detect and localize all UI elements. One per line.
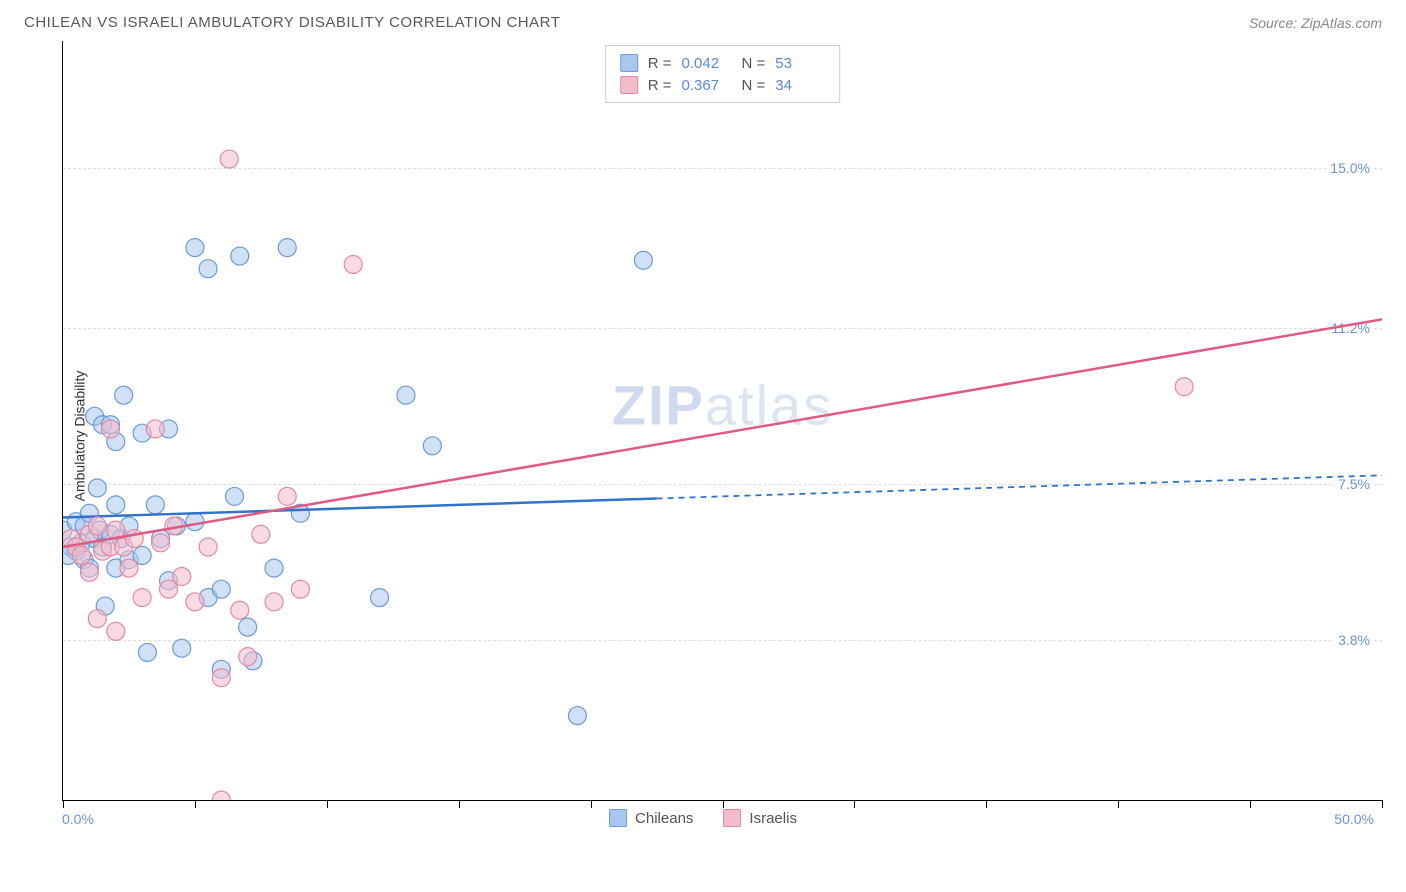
data-point-israelis <box>125 530 143 548</box>
legend-item-chileans: Chileans <box>609 809 693 827</box>
n-label: N = <box>742 77 766 94</box>
data-point-israelis <box>80 563 98 581</box>
x-tick <box>591 800 592 808</box>
n-value: 53 <box>775 55 825 72</box>
trendline-dashed-chileans <box>657 475 1382 498</box>
series-legend: Chileans Israelis <box>609 809 797 827</box>
chart-container: Ambulatory Disability ZIPatlas R =0.042N… <box>24 41 1382 831</box>
x-tick <box>1250 800 1251 808</box>
data-point-israelis <box>146 420 164 438</box>
x-tick <box>459 800 460 808</box>
x-tick <box>63 800 64 808</box>
data-point-chileans <box>568 707 586 725</box>
data-point-chileans <box>231 247 249 265</box>
data-point-chileans <box>239 618 257 636</box>
data-point-israelis <box>220 150 238 168</box>
data-point-chileans <box>107 496 125 514</box>
data-point-chileans <box>173 639 191 657</box>
data-point-israelis <box>231 601 249 619</box>
source-attribution: Source: ZipAtlas.com <box>1249 15 1382 31</box>
r-label: R = <box>648 55 672 72</box>
data-point-israelis <box>107 622 125 640</box>
data-point-israelis <box>173 568 191 586</box>
x-tick <box>327 800 328 808</box>
data-point-israelis <box>212 669 230 687</box>
data-point-chileans <box>212 580 230 598</box>
data-point-israelis <box>212 791 230 800</box>
plot-area: ZIPatlas R =0.042N =53R =0.367N =34 3.8%… <box>62 41 1382 801</box>
x-tick <box>195 800 196 808</box>
data-point-israelis <box>186 593 204 611</box>
x-tick <box>986 800 987 808</box>
r-label: R = <box>648 77 672 94</box>
data-point-chileans <box>88 479 106 497</box>
correlation-legend: R = 0.042 N = 53 R = 0.367 N = 34 <box>605 45 841 103</box>
n-label: N = <box>742 55 766 72</box>
r-value: 0.367 <box>682 77 732 94</box>
data-point-chileans <box>397 386 415 404</box>
r-value: 0.042 <box>682 55 732 72</box>
data-point-chileans <box>423 437 441 455</box>
data-point-israelis <box>344 255 362 273</box>
data-point-chileans <box>634 251 652 269</box>
data-point-chileans <box>199 260 217 278</box>
data-point-israelis <box>278 487 296 505</box>
data-point-chileans <box>265 559 283 577</box>
data-point-israelis <box>199 538 217 556</box>
data-point-israelis <box>291 580 309 598</box>
data-point-chileans <box>146 496 164 514</box>
data-point-israelis <box>88 517 106 535</box>
data-point-chileans <box>186 239 204 257</box>
data-point-israelis <box>265 593 283 611</box>
chart-title: CHILEAN VS ISRAELI AMBULATORY DISABILITY… <box>24 14 560 31</box>
data-point-chileans <box>115 386 133 404</box>
legend-swatch-icon <box>723 809 741 827</box>
data-point-israelis <box>133 589 151 607</box>
correlation-legend-row-israelis: R = 0.367 N = 34 <box>620 74 826 96</box>
data-point-israelis <box>1175 378 1193 396</box>
data-point-chileans <box>278 239 296 257</box>
data-point-israelis <box>252 525 270 543</box>
correlation-legend-row-chileans: R = 0.042 N = 53 <box>620 52 826 74</box>
data-point-israelis <box>120 559 138 577</box>
legend-label: Israelis <box>749 810 797 827</box>
x-tick <box>854 800 855 808</box>
data-point-israelis <box>152 534 170 552</box>
data-point-chileans <box>371 589 389 607</box>
legend-swatch-icon <box>609 809 627 827</box>
x-tick <box>723 800 724 808</box>
legend-swatch-israelis <box>620 76 638 94</box>
scatter-plot-svg <box>63 41 1382 800</box>
data-point-chileans <box>225 487 243 505</box>
x-tick <box>1118 800 1119 808</box>
legend-item-israelis: Israelis <box>723 809 797 827</box>
data-point-israelis <box>72 546 90 564</box>
data-point-israelis <box>88 610 106 628</box>
n-value: 34 <box>775 77 825 94</box>
x-tick <box>1382 800 1383 808</box>
trendline-israelis <box>63 319 1382 547</box>
data-point-israelis <box>101 420 119 438</box>
legend-label: Chileans <box>635 810 693 827</box>
data-point-israelis <box>239 648 257 666</box>
x-axis-max-label: 50.0% <box>1334 811 1374 827</box>
x-axis-min-label: 0.0% <box>62 811 94 827</box>
data-point-chileans <box>186 513 204 531</box>
legend-swatch-chileans <box>620 54 638 72</box>
data-point-chileans <box>138 643 156 661</box>
